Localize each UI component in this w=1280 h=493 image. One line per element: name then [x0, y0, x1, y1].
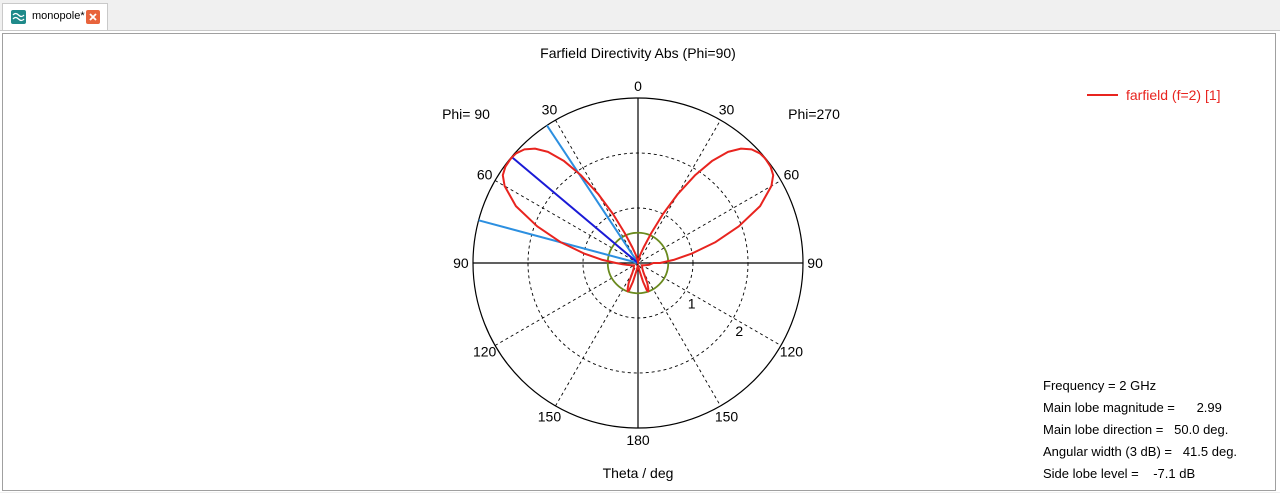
angle-tick-label: 150: [538, 408, 562, 424]
angle-tick-label: 30: [542, 102, 558, 118]
side-lobe-circle: [606, 231, 670, 295]
series-line-farfield: [501, 147, 775, 293]
info-frequency: Frequency = 2 GHz: [1043, 378, 1157, 393]
chart-title: Farfield Directivity Abs (Phi=90): [540, 45, 736, 61]
info-side-lobe-level: Side lobe level = -7.1 dB: [1043, 466, 1196, 481]
x-axis-label: Theta / deg: [603, 465, 674, 481]
beam-width-line: [546, 124, 639, 264]
farfield-info-box: Frequency = 2 GHz Main lobe magnitude = …: [1043, 375, 1237, 485]
info-angular-width: Angular width (3 dB) = 41.5 deg.: [1043, 444, 1238, 459]
angle-tick-label: 0: [634, 78, 642, 94]
angle-tick-label: 60: [784, 166, 800, 182]
legend-entry: farfield (f=2) [1]: [1126, 87, 1221, 103]
main-lobe-direction-line: [511, 156, 639, 264]
angle-tick-label: 120: [473, 344, 497, 360]
right-half-label: Phi=270: [788, 106, 840, 122]
polar-chart: Farfield Directivity Abs (Phi=90) Theta …: [442, 45, 1221, 481]
angle-tick-label: 150: [715, 408, 739, 424]
left-half-label: Phi= 90: [442, 106, 490, 122]
angle-tick-label: 180: [626, 432, 650, 448]
tab-monopole[interactable]: monopole*: [2, 3, 108, 30]
close-icon[interactable]: [86, 10, 100, 24]
radial-tick-label: 2: [735, 323, 743, 339]
info-main-lobe-magnitude: Main lobe magnitude = 2.99: [1043, 400, 1222, 415]
plot-frame: [2, 33, 1276, 491]
series-layer: [501, 147, 775, 293]
farfield-icon: [11, 10, 26, 24]
info-main-lobe-direction: Main lobe direction = 50.0 deg.: [1043, 422, 1229, 437]
radial-tick-label: 1: [688, 296, 696, 312]
lobe-markers: [478, 124, 670, 295]
angle-tick-label: 60: [477, 166, 493, 182]
legend: farfield (f=2) [1]: [1087, 87, 1221, 103]
angle-tick-label: 30: [719, 102, 735, 118]
tab-bar: monopole*: [0, 0, 1280, 30]
angle-tick-label: 120: [780, 344, 804, 360]
angle-tick-label: 90: [453, 255, 469, 271]
angle-tick-label: 90: [807, 255, 823, 271]
tab-label: monopole*: [32, 10, 85, 22]
plot-canvas: Farfield Directivity Abs (Phi=90) Theta …: [0, 30, 1280, 492]
label-layer: Farfield Directivity Abs (Phi=90) Theta …: [442, 45, 840, 481]
